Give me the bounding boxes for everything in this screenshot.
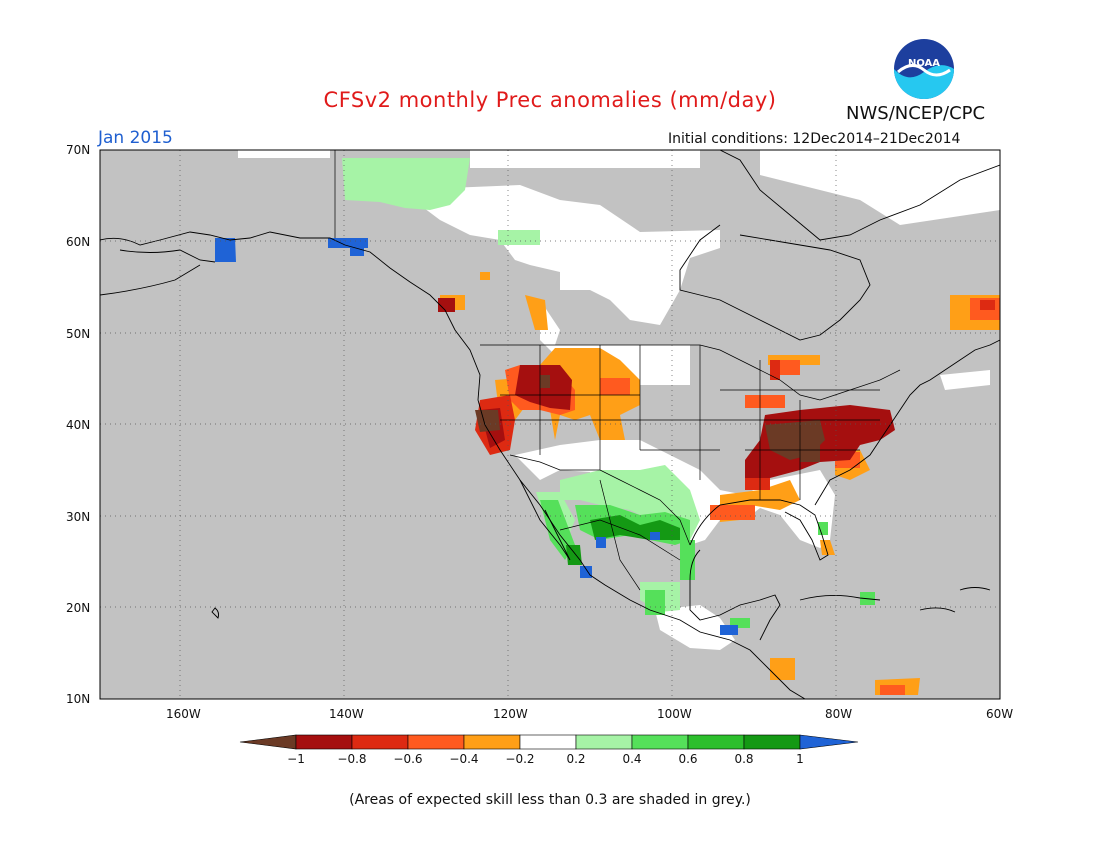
- lon-tick-160w: 160W: [166, 707, 201, 721]
- colorbar-label-08: 0.8: [734, 752, 754, 766]
- lat-tick-30n: 30N: [66, 510, 91, 524]
- lon-tick-60w: 60W: [986, 707, 1014, 721]
- colorbar-label-m1: −1: [287, 752, 305, 766]
- colorbar-label-06: 0.6: [678, 752, 698, 766]
- colorbar-label-m02: −0.2: [505, 752, 535, 766]
- agency-label: NWS/NCEP/CPC: [846, 103, 986, 124]
- political-borders: [334, 150, 901, 591]
- graticule: [100, 150, 1000, 699]
- map-title: CFSv2 monthly Prec anomalies (mm/day): [323, 88, 777, 112]
- lat-tick-60n: 60N: [66, 235, 91, 249]
- colorbar-label-1: 1: [796, 752, 804, 766]
- initial-conditions-label: Initial conditions: 12Dec2014–21Dec2014: [668, 131, 961, 147]
- strong-wet-areas: [215, 238, 738, 635]
- colorbar-label-m08: −0.8: [337, 752, 367, 766]
- colorbar-label-m06: −0.6: [393, 752, 423, 766]
- skill-footnote: (Areas of expected skill less than 0.3 a…: [349, 792, 751, 808]
- map-frame: [99, 149, 1001, 700]
- coastlines: [100, 150, 1000, 699]
- colorbar-label-04: 0.4: [622, 752, 642, 766]
- lon-tick-100w: 100W: [657, 707, 692, 721]
- colorbar-label-02: 0.2: [566, 752, 586, 766]
- lat-tick-50n: 50N: [66, 327, 91, 341]
- lat-tick-20n: 20N: [66, 601, 91, 615]
- lat-tick-10n: 10N: [66, 692, 91, 706]
- lon-tick-140w: 140W: [329, 707, 364, 721]
- colorbar-label-m04: −0.4: [449, 752, 479, 766]
- valid-month-label: Jan 2015: [98, 128, 173, 148]
- lon-tick-80w: 80W: [825, 707, 853, 721]
- lat-tick-70n: 70N: [66, 143, 91, 157]
- lat-tick-40n: 40N: [66, 418, 91, 432]
- lon-tick-120w: 120W: [493, 707, 528, 721]
